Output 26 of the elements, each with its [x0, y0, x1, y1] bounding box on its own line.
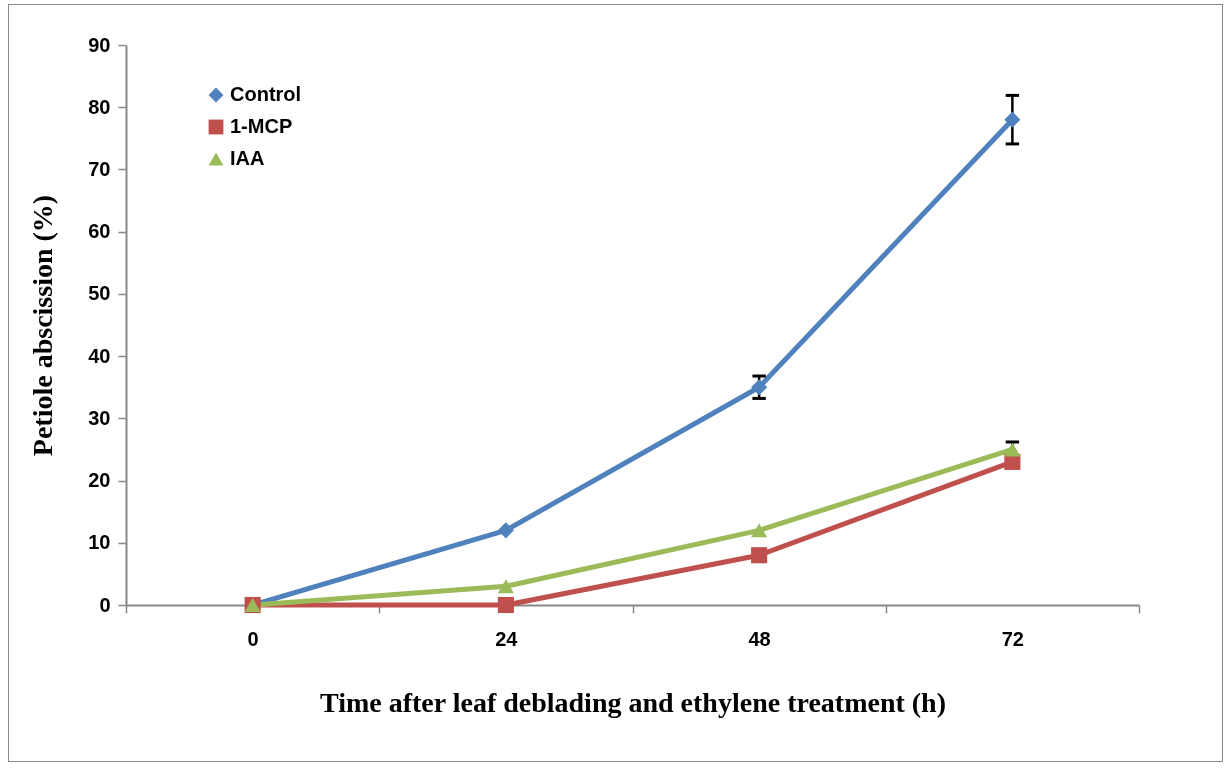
- y-tick-label: 10: [88, 531, 111, 554]
- y-tick-label: 90: [88, 33, 111, 56]
- point: [751, 379, 768, 396]
- y-tick-label: 30: [88, 406, 111, 429]
- point: [497, 522, 514, 539]
- y-axis-title: Petiole abscission (%): [27, 194, 59, 457]
- legend-label: IAA: [230, 147, 265, 169]
- x-tick-label: 72: [1001, 627, 1024, 650]
- y-tick-label: 0: [99, 593, 111, 616]
- point: [751, 547, 768, 564]
- y-tick-label: 80: [88, 95, 111, 118]
- x-tick-label: 24: [495, 627, 519, 650]
- x-axis-title: Time after leaf deblading and ethylene treatment (h): [319, 686, 947, 718]
- legend-label: Control: [230, 83, 302, 105]
- y-tick-label: 50: [88, 282, 111, 305]
- point: [751, 523, 768, 538]
- point: [497, 579, 514, 594]
- legend-label: 1-MCP: [230, 115, 293, 137]
- x-tick-label: 48: [748, 627, 771, 650]
- point: [497, 596, 514, 614]
- y-tick-label: 70: [88, 157, 111, 180]
- y-tick-label: 40: [88, 344, 111, 367]
- point: [1004, 111, 1021, 128]
- x-tick-label: 0: [247, 627, 259, 650]
- y-tick-label: 20: [88, 469, 111, 492]
- y-tick-label: 60: [88, 220, 111, 243]
